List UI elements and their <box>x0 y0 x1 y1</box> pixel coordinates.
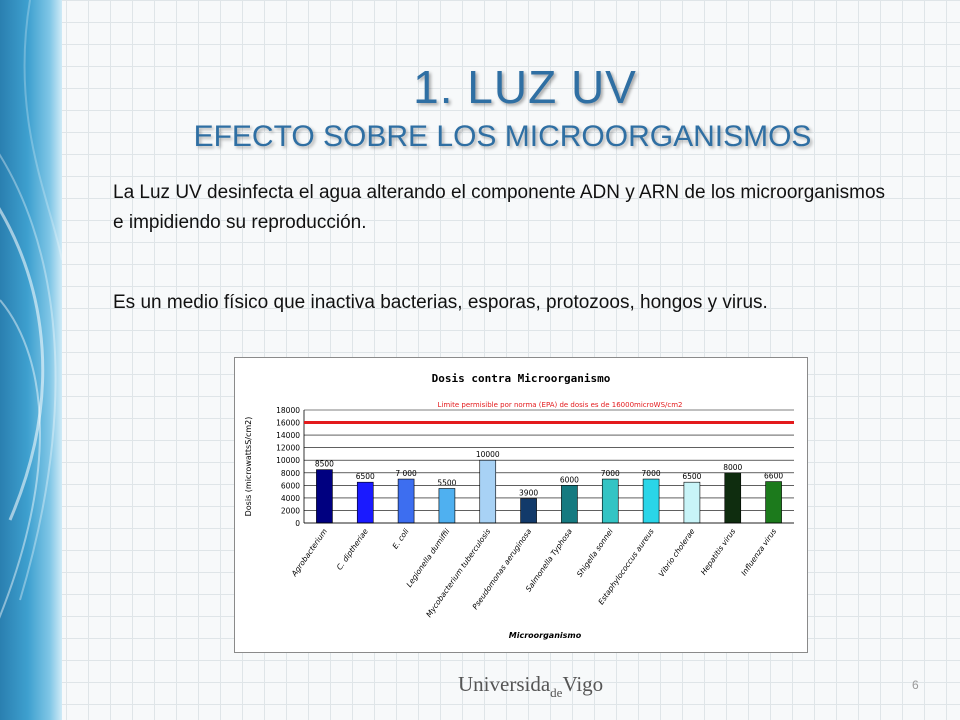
paragraph-uv-description: La Luz UV desinfecta el agua alterando e… <box>113 182 886 233</box>
data-label-4: 10000 <box>476 450 500 459</box>
university-logo: UniversidadeVigo <box>458 672 604 700</box>
decorative-side-band <box>0 0 62 720</box>
bar-3 <box>438 488 456 524</box>
data-label-9: 6500 <box>682 472 701 481</box>
y-tick-label-6: 12000 <box>276 444 300 453</box>
data-label-2: 7 000 <box>395 469 417 478</box>
data-label-5: 3900 <box>519 489 538 498</box>
y-tick-label-9: 18000 <box>276 406 300 415</box>
bar-11 <box>765 481 782 524</box>
y-tick-label-4: 8000 <box>281 469 300 478</box>
paragraph-physical-medium: Es un medio físico que inactiva bacteria… <box>113 292 768 313</box>
x-tick-label-11: Influenza virus <box>739 527 778 577</box>
logo-text-universidad: Universida <box>458 672 551 696</box>
y-tick-label-2: 4000 <box>281 494 300 503</box>
x-tick-label-2: E. coli <box>391 526 412 550</box>
bar-5 <box>520 498 537 524</box>
data-label-6: 6000 <box>560 475 579 484</box>
logo-text-de: de <box>550 685 563 700</box>
data-label-8: 7000 <box>642 469 661 478</box>
chart-title: Dosis contra Microorganismo <box>432 372 611 385</box>
bar-1 <box>356 481 374 524</box>
bar-7 <box>601 478 619 524</box>
data-label-3: 5500 <box>437 478 456 487</box>
slide-subtitle: EFECTO SOBRE LOS MICROORGANISMOS <box>193 120 812 153</box>
data-label-1: 6500 <box>356 472 375 481</box>
y-axis-label: Dosis (microwattsS/cm2) <box>244 417 253 517</box>
x-tick-label-0: Agrobacterium <box>289 527 329 579</box>
x-tick-label-7: Shigella sonnei <box>575 526 615 578</box>
y-tick-label-1: 2000 <box>281 506 300 515</box>
dose-chart-svg: Dosis contra Microorganismo 0 2000 4000 6000… <box>244 372 794 640</box>
y-tick-label-5: 10000 <box>276 456 300 465</box>
y-tick-label-0: 0 <box>295 519 300 528</box>
bar-0 <box>316 469 333 524</box>
bar-2 <box>397 478 415 524</box>
data-label-0: 8500 <box>315 460 334 469</box>
bar-8 <box>642 478 660 524</box>
y-tick-label-3: 6000 <box>281 481 300 490</box>
x-tick-label-9: Vibrio cholerae <box>657 527 697 579</box>
x-axis-label: Microorganismo <box>509 631 582 640</box>
y-tick-label-8: 16000 <box>276 419 300 428</box>
data-label-10: 8000 <box>723 463 742 472</box>
x-tick-label-6: Salmonella Typhosa <box>524 527 575 594</box>
x-tick-label-10: Hepatitis virus <box>699 527 738 577</box>
data-label-7: 7000 <box>601 469 620 478</box>
data-label-11: 6600 <box>764 472 783 481</box>
logo-text-vigo: Vigo <box>562 672 604 696</box>
bar-9 <box>683 481 701 524</box>
side-band-swirl-decoration <box>0 0 62 619</box>
x-tick-label-1: C. diptheriae <box>335 527 370 572</box>
dose-chart: Dosis contra Microorganismo 0 2000 4000 6000… <box>234 357 808 653</box>
bar-6 <box>561 485 578 524</box>
bar-4 <box>479 459 497 524</box>
x-tick-label-3: Legionella dumiffii <box>404 526 452 589</box>
reference-line-label: Limite permisible por norma (EPA) de dos… <box>437 401 682 409</box>
page-number: 6 <box>912 678 919 692</box>
slide-title: 1. LUZ UV <box>413 61 637 113</box>
y-tick-label-7: 14000 <box>276 431 300 440</box>
bar-10 <box>724 472 742 524</box>
